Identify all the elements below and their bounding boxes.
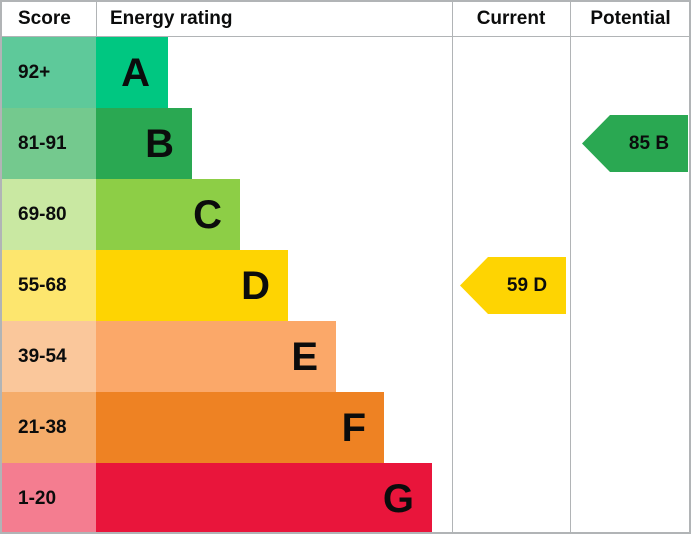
band-row-g: 1-20 G [0,463,691,534]
band-letter-c: C [193,192,222,237]
score-range-e: 39-54 [2,321,96,392]
potential-column-header: Potential [590,7,671,29]
band-letter-d: D [241,263,270,308]
score-range-f: 21-38 [2,392,96,463]
score-range-a: 92+ [2,37,96,108]
band-letter-f: F [341,405,366,450]
band-row-f: 21-38 F [0,392,691,463]
band-row-e: 39-54 E [0,321,691,392]
band-letter-b: B [145,121,174,166]
current-column-divider [452,0,453,534]
outer-border-bottom [0,532,691,534]
rating-bar-a: A [96,37,168,108]
rating-bar-d: D [96,250,288,321]
potential-rating-label: 85 B [628,132,670,154]
rating-bar-c: C [96,179,240,250]
score-range-b: 81-91 [2,108,96,179]
score-range-g: 1-20 [2,463,96,534]
score-range-d: 55-68 [2,250,96,321]
score-column-divider [96,0,97,37]
rating-bar-b: B [96,108,192,179]
band-row-a: 92+ A [0,37,691,108]
outer-border-top [0,0,691,2]
band-letter-a: A [121,50,150,95]
band-row-c: 69-80 C [0,179,691,250]
potential-column-divider [570,0,571,534]
outer-border-left [0,0,2,534]
header-divider [0,36,691,37]
score-column-header: Score [18,7,71,29]
energy-rating-column-header: Energy rating [110,7,233,29]
band-row-d: 55-68 D [0,250,691,321]
rating-bar-f: F [96,392,384,463]
current-rating-label: 59 D [506,274,548,296]
band-row-b: 81-91 B [0,108,691,179]
outer-border-right [689,0,691,534]
current-column-header: Current [476,7,546,29]
band-letter-e: E [291,334,318,379]
rating-bar-g: G [96,463,432,534]
rating-bar-e: E [96,321,336,392]
score-range-c: 69-80 [2,179,96,250]
band-letter-g: G [382,476,414,521]
